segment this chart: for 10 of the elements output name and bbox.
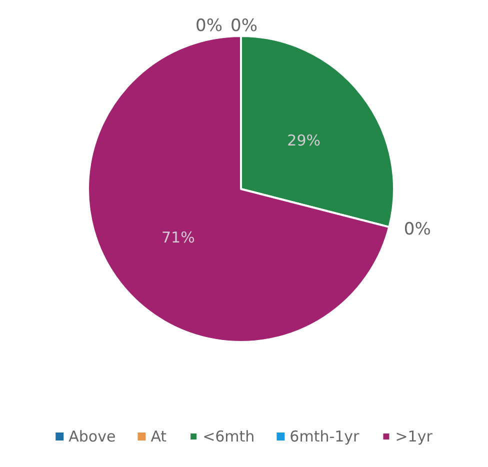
legend-label: At: [150, 428, 167, 446]
data-label: 29%: [287, 131, 320, 150]
legend-label: Above: [68, 428, 116, 446]
data-label: 71%: [162, 228, 195, 247]
text: 0%: [230, 16, 258, 36]
legend-label: <6mth: [202, 428, 255, 446]
legend-label: >1yr: [395, 428, 434, 446]
legend-label: 6mth-1yr: [290, 428, 360, 446]
text: 0%: [404, 220, 431, 240]
text: 0%: [196, 16, 223, 36]
